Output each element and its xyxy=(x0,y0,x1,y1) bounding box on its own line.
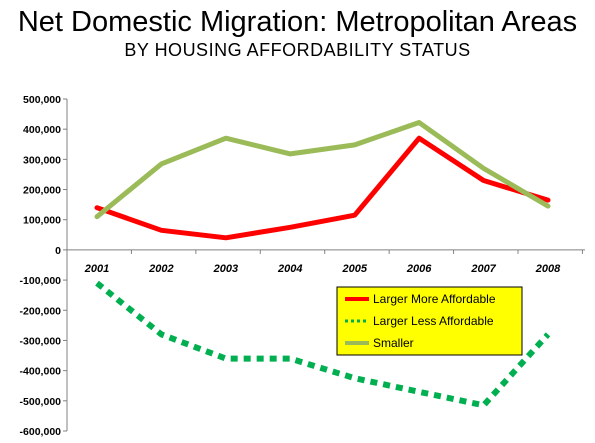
y-tick-label: -500,000 xyxy=(20,396,62,408)
x-tick-label: 2004 xyxy=(277,263,302,275)
series-line-larger-more-affordable xyxy=(94,135,551,241)
y-tick-label: -600,000 xyxy=(20,426,62,438)
legend-label: Larger Less Affordable xyxy=(373,314,494,328)
series-line-smaller xyxy=(94,120,551,220)
y-tick-label: -300,000 xyxy=(20,335,62,347)
legend-label: Smaller xyxy=(373,336,414,350)
chart-title: Net Domestic Migration: Metropolitan Are… xyxy=(17,6,578,38)
x-tick-label: 2001 xyxy=(84,263,109,275)
x-tick-label: 2005 xyxy=(341,263,367,275)
x-tick-label: 2003 xyxy=(213,263,238,275)
legend-label: Larger More Affordable xyxy=(373,292,496,306)
x-tick-label: 2008 xyxy=(535,263,561,275)
x-tick-label: 2007 xyxy=(470,263,496,275)
y-tick-label: 400,000 xyxy=(23,124,61,136)
x-tick-label: 2006 xyxy=(406,263,432,275)
y-tick-label: -200,000 xyxy=(20,305,62,317)
y-tick-label: -400,000 xyxy=(20,366,62,378)
y-tick-label: 200,000 xyxy=(23,185,61,197)
y-tick-label: 300,000 xyxy=(23,154,61,166)
series-line-larger-less-affordable xyxy=(95,280,551,409)
y-tick-label: 500,000 xyxy=(23,94,61,106)
chart-subtitle: BY HOUSING AFFORDABILITY STATUS xyxy=(124,40,471,60)
x-tick-label: 2002 xyxy=(148,263,173,275)
y-tick-label: -100,000 xyxy=(20,275,62,287)
y-tick-label: 0 xyxy=(55,245,61,257)
y-tick-label: 100,000 xyxy=(23,215,61,227)
